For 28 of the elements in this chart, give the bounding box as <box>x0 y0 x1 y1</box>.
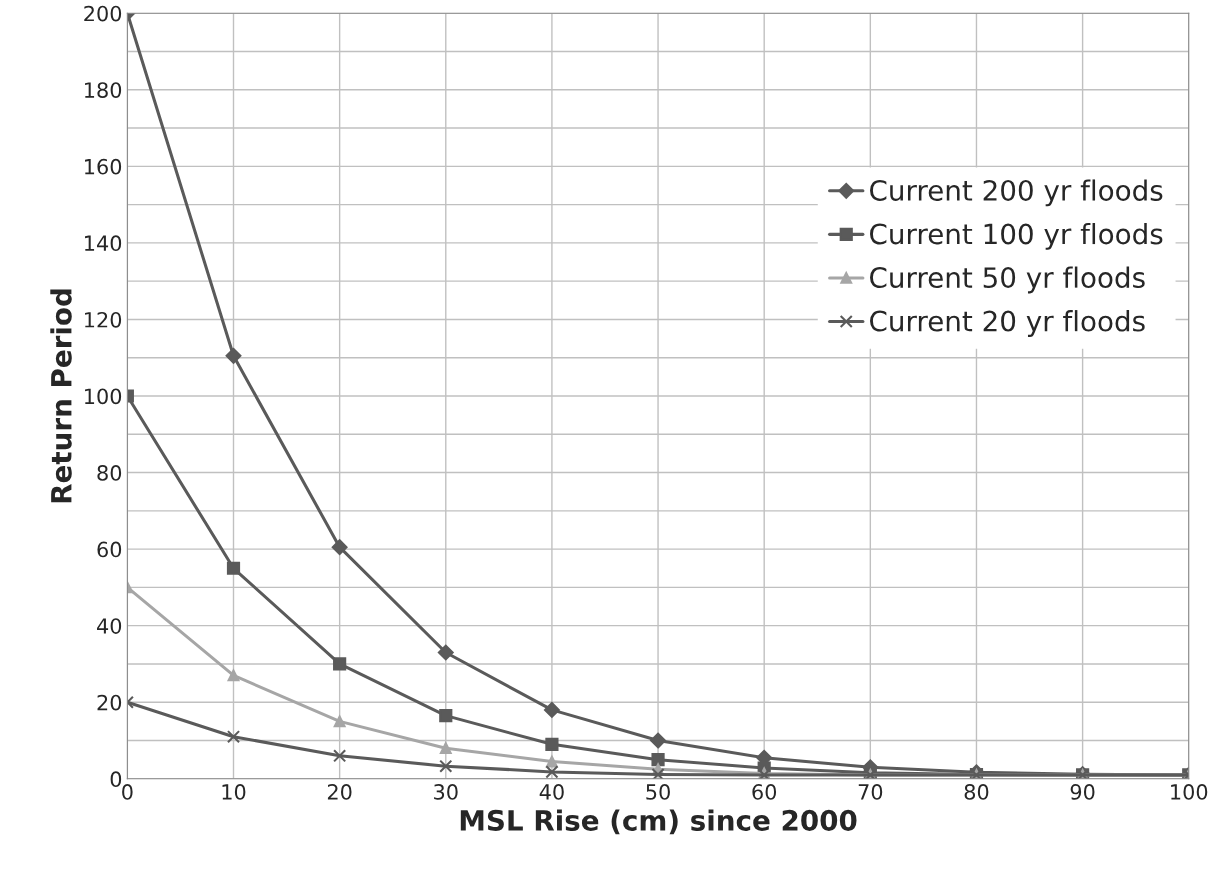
x-tick-label: 60 <box>752 784 777 800</box>
y-axis-title: Return Period <box>50 289 72 503</box>
x-tick-label: 80 <box>964 784 989 800</box>
y-tick-label: 20 <box>97 694 122 711</box>
x-tick-label: 0 <box>122 784 133 800</box>
y-tick-label: 140 <box>85 235 122 252</box>
y-tick-label: 0 <box>110 771 122 788</box>
y-tick-label: 120 <box>85 311 122 328</box>
y-tick-label: 100 <box>85 388 122 405</box>
x-tick-label: 50 <box>646 784 670 800</box>
y-tick-label: 200 <box>84 5 122 22</box>
x-axis-title: MSL Rise (cm) since 2000 <box>460 809 857 835</box>
y-tick-label: 180 <box>85 82 122 98</box>
y-tick-label: 160 <box>85 158 122 175</box>
y-tick-label: 60 <box>97 541 122 558</box>
y-tick-label: 80 <box>97 465 122 481</box>
x-tick-label: 30 <box>434 784 458 800</box>
legend-label: Current 100 yr floods <box>870 222 1163 250</box>
x-tick-label: 90 <box>1070 784 1095 800</box>
x-tick-label: 70 <box>858 784 883 800</box>
x-tick-label: 10 <box>222 784 246 800</box>
x-tick-label: 100 <box>1171 784 1208 800</box>
x-tick-label: 20 <box>327 784 352 800</box>
x-tick-label: 40 <box>539 784 564 800</box>
legend-label: Current 200 yr floods <box>870 179 1163 207</box>
legend-label: Current 20 yr floods <box>870 310 1145 337</box>
legend-label: Current 50 yr floods <box>870 266 1145 294</box>
y-tick-label: 40 <box>97 618 122 634</box>
